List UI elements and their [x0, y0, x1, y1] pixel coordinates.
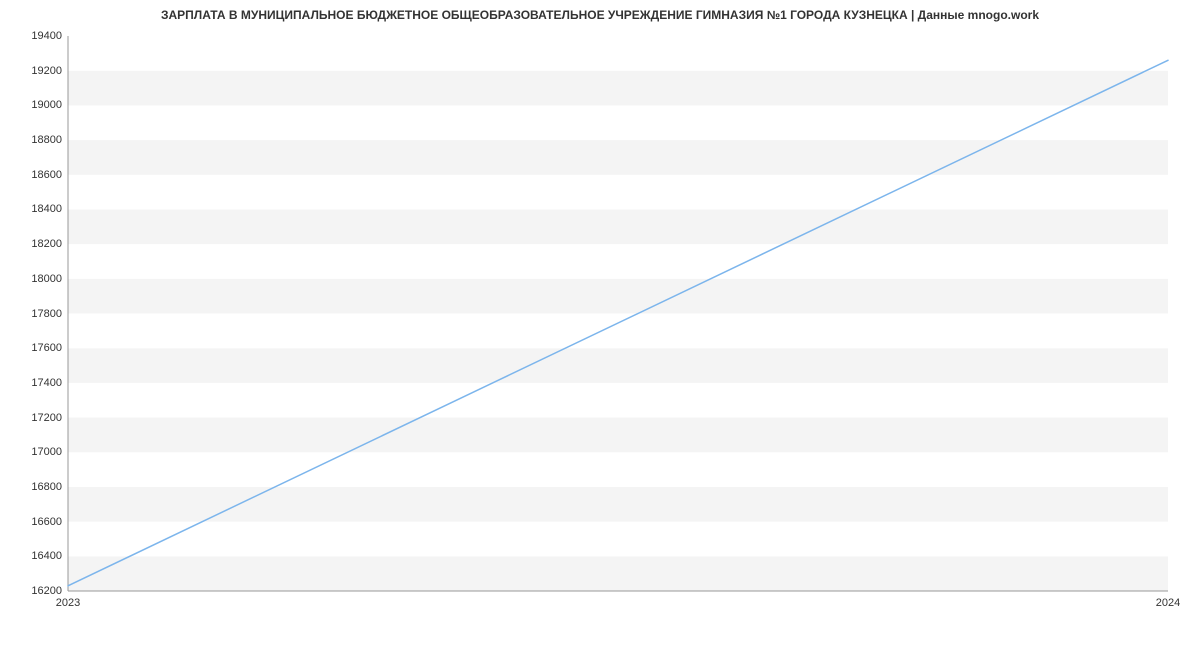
y-tick-label: 18000	[31, 273, 62, 285]
grid-band	[68, 452, 1168, 487]
y-tick-label: 17600	[31, 342, 62, 354]
y-tick-label: 18400	[31, 203, 62, 215]
grid-band	[68, 71, 1168, 106]
grid-band	[68, 36, 1168, 71]
y-tick-label: 19400	[31, 30, 62, 42]
grid-band	[68, 314, 1168, 349]
grid-band	[68, 556, 1168, 591]
y-tick-label: 18200	[31, 238, 62, 250]
grid-band	[68, 244, 1168, 279]
x-tick-label: 2023	[56, 597, 80, 609]
y-tick-label: 17800	[31, 308, 62, 320]
y-tick-label: 19000	[31, 99, 62, 111]
plot-area: 1620016400166001680017000172001740017600…	[68, 36, 1168, 591]
y-tick-label: 16200	[31, 585, 62, 597]
grid-band	[68, 140, 1168, 175]
chart-title: ЗАРПЛАТА В МУНИЦИПАЛЬНОЕ БЮДЖЕТНОЕ ОБЩЕО…	[0, 8, 1200, 22]
y-tick-label: 16600	[31, 516, 62, 528]
grid-band	[68, 348, 1168, 383]
chart-container: ЗАРПЛАТА В МУНИЦИПАЛЬНОЕ БЮДЖЕТНОЕ ОБЩЕО…	[0, 0, 1200, 650]
grid-band	[68, 487, 1168, 522]
y-tick-label: 16800	[31, 481, 62, 493]
grid-band	[68, 105, 1168, 140]
grid-band	[68, 209, 1168, 244]
y-tick-label: 17400	[31, 377, 62, 389]
grid-band	[68, 279, 1168, 314]
chart-svg	[68, 36, 1168, 591]
grid-band	[68, 522, 1168, 557]
y-tick-label: 17200	[31, 412, 62, 424]
grid-band	[68, 175, 1168, 210]
grid-band	[68, 418, 1168, 453]
y-tick-label: 16400	[31, 550, 62, 562]
y-tick-label: 17000	[31, 446, 62, 458]
y-tick-label: 19200	[31, 65, 62, 77]
x-tick-label: 2024	[1156, 597, 1180, 609]
y-tick-label: 18800	[31, 134, 62, 146]
y-tick-label: 18600	[31, 169, 62, 181]
grid-band	[68, 383, 1168, 418]
